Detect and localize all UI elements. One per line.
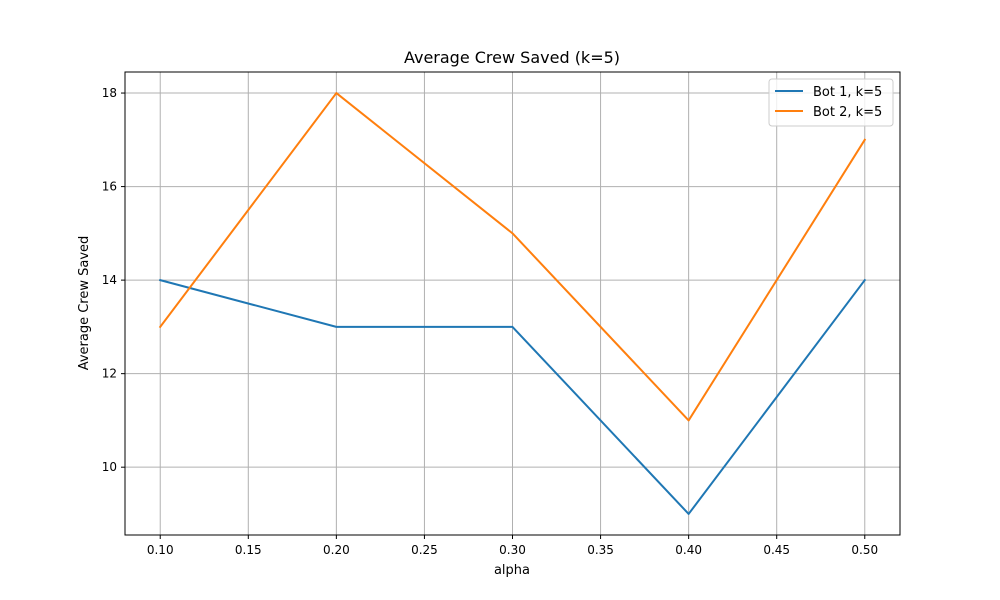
x-axis-ticks: 0.10 0.15 0.20 0.25 0.30 0.35 0.40 0.45 0.50 xyxy=(147,535,878,557)
legend: Bot 1, k=5 Bot 2, k=5 xyxy=(768,78,894,127)
y-tick-label: 12 xyxy=(102,367,117,381)
x-tick-label: 0.35 xyxy=(587,543,614,557)
x-tick-label: 0.50 xyxy=(851,543,878,557)
x-tick-label: 0.45 xyxy=(763,543,790,557)
x-tick-label: 0.15 xyxy=(235,543,262,557)
legend-label-bot-2: Bot 2, k=5 xyxy=(813,105,882,120)
x-tick-label: 0.10 xyxy=(147,543,174,557)
series-group xyxy=(158,92,867,515)
x-tick-label: 0.40 xyxy=(675,543,702,557)
y-tick-label: 10 xyxy=(102,460,117,474)
legend-label-bot-1: Bot 1, k=5 xyxy=(813,85,882,100)
chart-title: Average Crew Saved (k=5) xyxy=(404,48,620,67)
x-tick-label: 0.25 xyxy=(411,543,438,557)
y-axis-ticks: 10 12 14 16 18 xyxy=(102,86,125,474)
y-tick-label: 16 xyxy=(102,180,117,194)
x-tick-label: 0.30 xyxy=(499,543,526,557)
y-tick-label: 14 xyxy=(102,273,117,287)
grid xyxy=(125,72,900,535)
y-axis-label: Average Crew Saved xyxy=(77,236,92,371)
y-tick-label: 18 xyxy=(102,86,117,100)
x-tick-label: 0.20 xyxy=(323,543,350,557)
x-axis-label: alpha xyxy=(494,563,530,578)
